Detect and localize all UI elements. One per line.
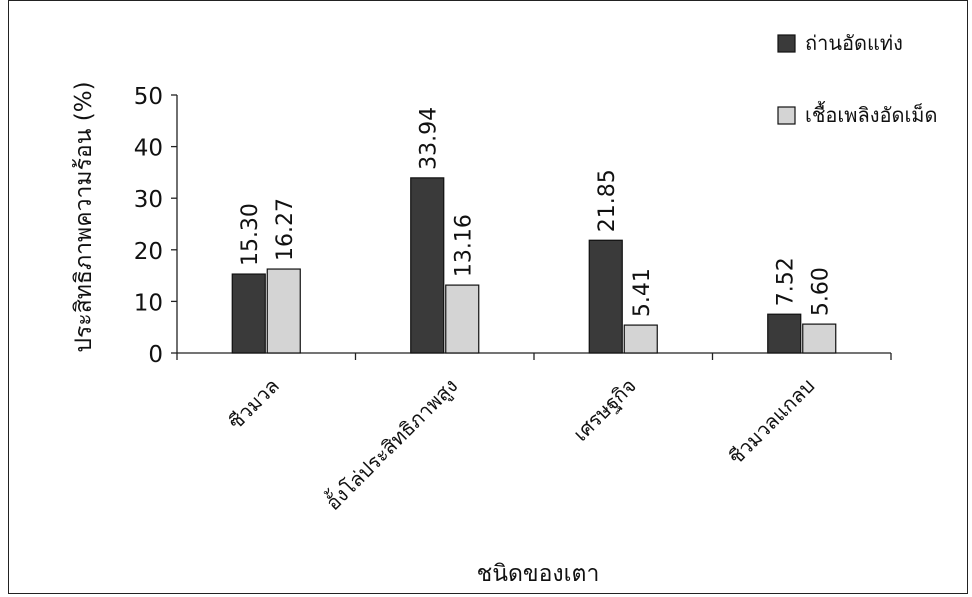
y-tick-label: 30 xyxy=(134,187,163,213)
bar-chart: 0 10 20 30 40 50 ซีวมวล อั้งโล่ประสิทธิภาพสูง เศ… xyxy=(71,31,937,587)
data-label: 33.94 xyxy=(416,107,441,170)
bars xyxy=(231,177,837,354)
x-tick-label: ชีวมวลแกลบ xyxy=(724,374,820,470)
legend: ถ่านอัดแท่งเชื้อเพลิงอัดเม็ด xyxy=(777,31,937,127)
data-label: 16.27 xyxy=(273,198,298,261)
data-labels: 15.30 16.27 33.94 13.16 21.85 5.41 7.52 5.60 xyxy=(238,107,834,317)
legend-label: เชื้อเพลิงอัดเม็ด xyxy=(805,101,937,127)
y-tick-label: 50 xyxy=(134,84,163,110)
data-label: 15.30 xyxy=(238,203,263,266)
chart-frame: 0 10 20 30 40 50 ซีวมวล อั้งโล่ประสิทธิภาพสูง เศ… xyxy=(8,0,968,594)
y-axis-title: ประสิทธิภาพความร้อน (%) xyxy=(71,81,97,352)
legend-swatch xyxy=(777,106,796,125)
legend-swatch xyxy=(777,34,796,53)
data-label: 5.60 xyxy=(808,267,833,316)
y-tick-label: 0 xyxy=(148,342,163,368)
bar xyxy=(410,177,445,354)
bar xyxy=(623,324,658,354)
y-tick-label: 20 xyxy=(134,239,163,265)
x-tick-label: อั้งโล่ประสิทธิภาพสูง xyxy=(319,372,463,516)
bar xyxy=(231,273,266,354)
data-label: 5.41 xyxy=(630,268,655,317)
x-tick-label: เศรษฐกิจ xyxy=(568,374,640,446)
bar xyxy=(445,284,480,354)
bar xyxy=(266,268,301,354)
bar xyxy=(767,313,802,354)
x-tick-label: ซีวมวล xyxy=(223,374,283,434)
data-label: 7.52 xyxy=(773,257,798,306)
y-tick-label: 10 xyxy=(134,290,163,316)
legend-label: ถ่านอัดแท่ง xyxy=(805,31,903,55)
data-label: 13.16 xyxy=(451,214,476,277)
data-label: 21.85 xyxy=(595,169,620,232)
bar xyxy=(588,239,623,354)
bar xyxy=(802,323,837,354)
x-axis-title: ชนิดของเตา xyxy=(477,561,600,587)
y-tick-label: 40 xyxy=(134,136,163,162)
